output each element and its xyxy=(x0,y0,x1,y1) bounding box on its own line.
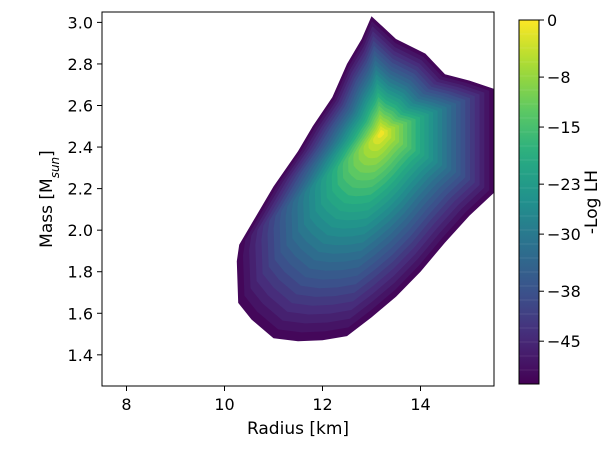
x-tick-label: 12 xyxy=(312,395,332,414)
colorbar-tick-label: −30 xyxy=(547,225,581,244)
colorbar-tick-label: −15 xyxy=(547,118,581,137)
colorbar-tick-label: −8 xyxy=(547,68,571,87)
colorbar-frame xyxy=(518,19,540,385)
y-tick-label: 2.6 xyxy=(68,97,93,116)
y-axis-label-subscript: sun xyxy=(48,157,62,178)
y-tick-label: 1.6 xyxy=(68,304,93,323)
colorbar-ticks: 0 −8 −15 −23 −30 −38 −45 xyxy=(539,11,581,351)
y-axis-ticks: 1.4 1.6 1.8 2.0 2.2 2.4 2.6 2.8 3.0 xyxy=(68,13,102,365)
colorbar-level-lines xyxy=(519,33,539,371)
x-axis-label: Radius [km] xyxy=(247,419,349,439)
x-axis-ticks: 8 10 12 14 xyxy=(121,386,431,414)
colorbar-tick-label: −23 xyxy=(547,175,581,194)
colorbar-label: -Log LH xyxy=(582,170,602,234)
y-tick-label: 3.0 xyxy=(68,13,93,32)
y-tick-label: 1.8 xyxy=(68,263,93,282)
y-tick-label: 2.0 xyxy=(68,221,93,240)
colorbar-tick-label: 0 xyxy=(547,11,557,30)
contour-layers xyxy=(236,16,494,342)
colorbar xyxy=(519,20,539,384)
y-axis-label-main: Mass [M xyxy=(37,178,57,248)
y-tick-label: 2.2 xyxy=(68,180,93,199)
y-tick-label: 2.4 xyxy=(68,138,93,157)
x-tick-label: 10 xyxy=(214,395,234,414)
colorbar-tick-label: −45 xyxy=(547,332,581,351)
y-tick-label: 1.4 xyxy=(68,346,93,365)
axes-frame xyxy=(101,11,495,387)
x-tick-label: 8 xyxy=(121,395,131,414)
y-axis-label: Mass [Msun] xyxy=(37,150,62,248)
contour-level-25 xyxy=(377,129,385,138)
y-axis-label-close: ] xyxy=(37,150,57,157)
y-tick-label: 2.8 xyxy=(68,55,93,74)
x-tick-label: 14 xyxy=(410,395,430,414)
colorbar-tick-label: −38 xyxy=(547,282,581,301)
